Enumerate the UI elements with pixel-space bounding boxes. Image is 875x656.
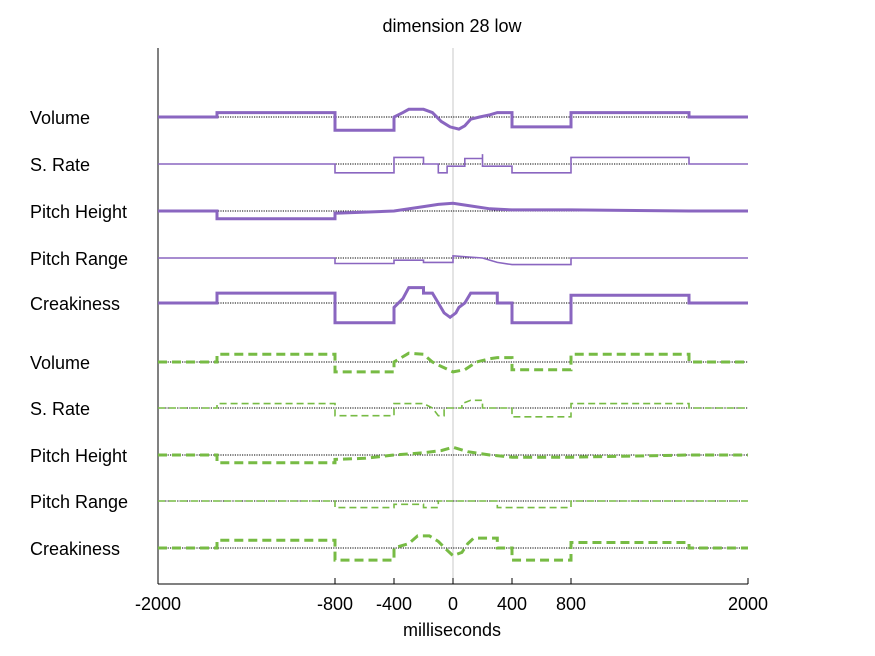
row-label: Volume (30, 353, 90, 373)
series-line (158, 107, 748, 132)
row-label: Pitch Height (30, 202, 127, 222)
row-label: Pitch Range (30, 249, 128, 269)
series-line (158, 534, 748, 562)
series-line (158, 201, 748, 221)
x-tick-label: 800 (556, 594, 586, 614)
row-label: Pitch Range (30, 492, 128, 512)
plot-rows: Volume S. Rate Pitch Height Pitch Range Crea… (30, 107, 748, 562)
row-label: Creakiness (30, 539, 120, 559)
chart-title: dimension 28 low (382, 16, 522, 36)
series-line (158, 500, 748, 509)
row-label: S. Rate (30, 155, 90, 175)
row-label: S. Rate (30, 399, 90, 419)
row-label: Volume (30, 108, 90, 128)
series-line (158, 351, 748, 374)
series-line (158, 254, 748, 266)
x-tick-label: 400 (497, 594, 527, 614)
row-label: Pitch Height (30, 446, 127, 466)
series-line (158, 445, 748, 465)
x-tick-label: -400 (376, 594, 412, 614)
x-tick-label: -2000 (135, 594, 181, 614)
x-tick-label: -800 (317, 594, 353, 614)
x-tick-label: 2000 (728, 594, 768, 614)
x-axis-ticks: -2000 -800 -400 0 400 800 2000 (135, 578, 768, 614)
x-tick-label: 0 (448, 594, 458, 614)
series-line (158, 286, 748, 325)
series-line (158, 154, 748, 174)
row-label: Creakiness (30, 294, 120, 314)
x-axis-label: milliseconds (403, 620, 501, 640)
series-line (158, 399, 748, 418)
